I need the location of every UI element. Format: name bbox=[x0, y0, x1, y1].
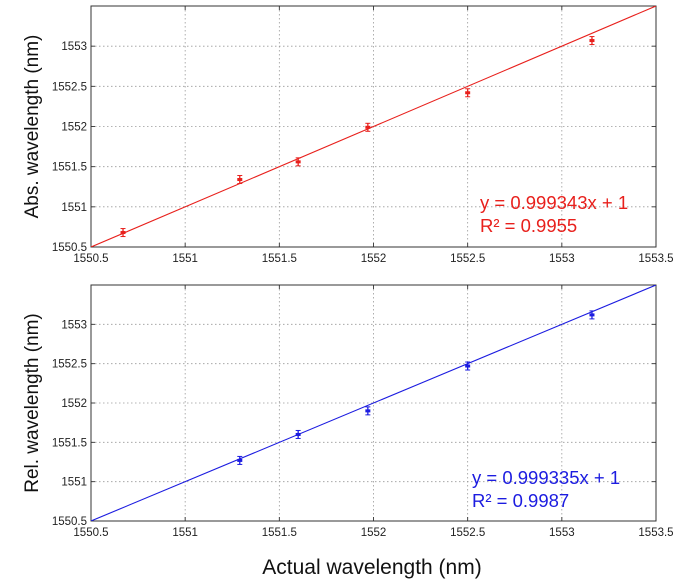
x-tick-label: 1553.5 bbox=[638, 527, 673, 539]
data-point bbox=[365, 406, 371, 416]
plot-frame bbox=[90, 284, 657, 522]
x-tick-label: 1551.5 bbox=[262, 253, 297, 265]
x-tick-label: 1553.5 bbox=[638, 253, 673, 265]
x-tick-label: 1553 bbox=[549, 253, 575, 265]
data-point bbox=[120, 228, 126, 238]
fit-equation: y = 0.999335x + 1 bbox=[472, 467, 620, 488]
r-squared: R² = 0.9955 bbox=[480, 215, 577, 236]
x-axis-label: Actual wavelength (nm) bbox=[262, 556, 481, 579]
y-axis-label: Abs. wavelength (nm) bbox=[22, 35, 43, 219]
y-tick-label: 1552.5 bbox=[52, 359, 87, 371]
x-tick-label: 1551 bbox=[172, 253, 198, 265]
y-tick-label: 1550.5 bbox=[52, 516, 87, 528]
data-point bbox=[465, 88, 471, 98]
y-tick-label: 1551.5 bbox=[52, 437, 87, 449]
x-tick-label: 1550.5 bbox=[73, 253, 108, 265]
data-point bbox=[295, 157, 301, 167]
y-tick-label: 1553 bbox=[61, 41, 87, 53]
y-tick-label: 1553 bbox=[61, 319, 87, 331]
r-squared: R² = 0.9987 bbox=[472, 490, 569, 511]
x-tick-label: 1552 bbox=[361, 253, 387, 265]
x-tick-label: 1551 bbox=[172, 527, 198, 539]
x-tick-label: 1552.5 bbox=[450, 253, 485, 265]
data-point bbox=[365, 122, 371, 132]
y-tick-label: 1551 bbox=[61, 477, 87, 489]
fit-equation: y = 0.999343x + 1 bbox=[480, 192, 628, 213]
x-tick-label: 1550.5 bbox=[73, 527, 108, 539]
x-tick-label: 1551.5 bbox=[262, 527, 297, 539]
y-tick-label: 1551 bbox=[61, 202, 87, 214]
data-point bbox=[237, 455, 243, 465]
rel-wavelength-panel: 1550.5 1551 1551.5 1552 1552.5 1553 1553.5 1550… bbox=[22, 284, 674, 539]
y-tick-label: 1550.5 bbox=[52, 242, 87, 254]
x-tick-label: 1553 bbox=[549, 527, 575, 539]
data-point bbox=[237, 175, 243, 185]
abs-wavelength-panel: 1550.5 1551 1551.5 1552 1552.5 1553 1553.5 1550… bbox=[22, 5, 674, 265]
fit-line bbox=[91, 285, 656, 521]
data-point bbox=[465, 361, 471, 371]
y-tick-label: 1552 bbox=[61, 122, 87, 134]
y-tick-label: 1552.5 bbox=[52, 81, 87, 93]
data-point bbox=[295, 429, 301, 439]
fit-line bbox=[91, 6, 656, 247]
data-point bbox=[589, 310, 595, 320]
x-tick-label: 1552 bbox=[361, 527, 387, 539]
plot-frame bbox=[90, 5, 657, 248]
y-tick-label: 1552 bbox=[61, 398, 87, 410]
x-tick-label: 1552.5 bbox=[450, 527, 485, 539]
y-tick-label: 1551.5 bbox=[52, 162, 87, 174]
y-axis-label: Rel. wavelength (nm) bbox=[22, 313, 43, 493]
data-point bbox=[589, 36, 595, 46]
